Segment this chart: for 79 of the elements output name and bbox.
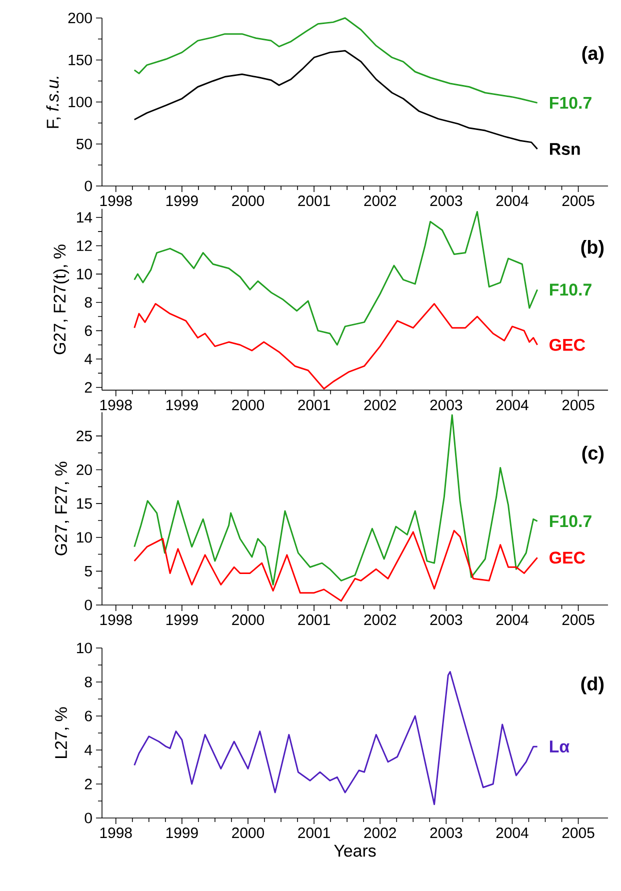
x-tick-label: 2004 [496,196,528,206]
y-tick-label: 0 [84,180,92,192]
series-label: Lα [550,740,570,753]
x-tick-label: 1999 [166,828,198,838]
annotation: (d) [581,676,604,694]
series-label: F10.7 [550,284,592,296]
y-tick-label: 4 [84,744,92,756]
y-tick-label: 2 [84,778,92,790]
x-tick-label: 2003 [430,400,462,410]
y-tick-label: 10 [77,642,92,654]
x-tick-label: 2003 [430,196,462,206]
x-tick-label: 2000 [232,614,264,626]
x-tick-label: 2001 [298,614,330,626]
x-tick-label: 2002 [364,196,396,206]
y-tick-label: 14 [77,212,92,223]
x-tick-label: 1999 [166,400,198,410]
x-tick-label: 2004 [496,614,528,626]
y-tick-label: 0 [84,600,92,610]
line-series [134,414,538,586]
y-axis-title: G27, F27(t), % [53,244,70,354]
x-tick-label: 2003 [430,828,462,838]
series-label: F10.7 [550,96,592,109]
y-tick-label: 150 [68,54,92,66]
line-series [134,17,538,104]
y-axis-title: G27, F27, % [55,462,70,556]
y-axis-title: L27, % [55,707,70,758]
y-tick-label: 25 [76,430,92,442]
x-tick-label: 2001 [298,196,330,206]
x-tick-label: 2001 [298,400,330,410]
series-label: Rsn [550,143,580,155]
x-tick-label: 2001 [298,828,330,838]
annotation: (b) [581,240,604,258]
x-tick-label: 2000 [232,196,264,206]
x-tick-label: 2005 [562,614,594,626]
x-tick-label: 2000 [232,828,264,838]
y-axis-title: F, f.s.u. [46,76,61,128]
y-tick-label: 6 [84,710,92,722]
line-series [134,530,538,602]
x-tick-label: 2004 [496,828,528,838]
x-tick-label: 2004 [496,400,528,410]
x-tick-label: 2005 [562,400,594,410]
y-tick-label: 200 [68,12,92,24]
series-label: F10.7 [550,515,592,528]
x-tick-label: 1998 [100,828,132,838]
x-tick-label: 2005 [562,196,594,206]
series-label: GEC [550,552,586,564]
y-tick-label: 0 [84,812,92,824]
x-tick-label: 1999 [166,614,198,626]
y-tick-label: 50 [76,138,92,150]
y-tick-label: 4 [84,354,92,364]
y-tick-label: 12 [77,240,92,251]
y-tick-label: 5 [84,566,92,576]
y-tick-label: 100 [68,96,92,108]
y-tick-label: 8 [84,676,92,688]
x-tick-label: 2002 [364,828,396,838]
y-tick-label: 10 [77,268,92,280]
annotation: (c) [582,446,604,464]
x-tick-label: 2002 [364,614,396,626]
x-tick-label: 2005 [562,828,594,838]
line-series [134,671,538,806]
series-label: GEC [550,338,586,351]
line-series [134,210,538,346]
y-tick-label: 10 [77,532,92,543]
y-tick-label: 15 [77,498,92,509]
y-tick-label: 20 [76,464,92,476]
x-tick-label: 1998 [100,196,132,206]
x-tick-label: 1998 [100,614,132,626]
x-tick-label: 2000 [232,400,264,410]
line-series [134,303,538,390]
x-axis-title: Years [334,844,376,857]
x-tick-label: 1998 [100,400,132,410]
x-tick-label: 2002 [364,400,396,410]
x-tick-label: 1999 [166,196,198,206]
annotation: (a) [582,46,604,64]
y-tick-label: 2 [84,382,92,393]
y-tick-label: 6 [84,325,92,336]
x-tick-label: 2003 [430,614,462,626]
y-tick-label: 8 [84,297,92,308]
line-series [134,50,538,150]
